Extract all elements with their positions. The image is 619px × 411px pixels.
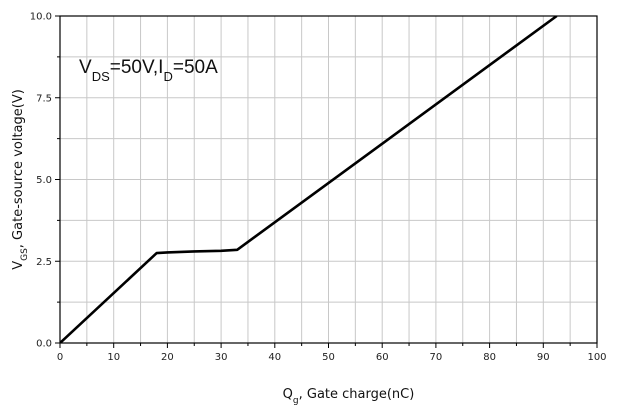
y-axis-label: VGS, Gate-source voltage(V)	[11, 89, 30, 270]
y-axis-ticks: 0.0 2.5 5.0 7.5 10.0	[30, 12, 60, 350]
x-tick-label: 70	[430, 352, 443, 363]
x-tick-label: 40	[268, 352, 281, 363]
x-tick-label: 0	[57, 352, 63, 363]
y-tick-label: 5.0	[36, 175, 52, 186]
x-axis-label: Qg, Gate charge(nC)	[283, 387, 415, 406]
x-tick-label: 30	[215, 352, 228, 363]
y-tick-label: 2.5	[36, 257, 52, 268]
x-tick-label: 60	[376, 352, 389, 363]
x-tick-label: 90	[537, 352, 550, 363]
test-conditions-annotation: VDS=50V,ID=50A	[79, 57, 218, 84]
x-axis-ticks: 0 10 20 30 40 50 60 70 80 90 100	[57, 343, 607, 363]
y-tick-label: 0.0	[36, 339, 52, 350]
x-tick-label: 20	[161, 352, 174, 363]
y-tick-label: 10.0	[30, 12, 52, 23]
x-tick-label: 100	[587, 352, 606, 363]
y-tick-label: 7.5	[36, 93, 52, 104]
x-tick-label: 80	[483, 352, 496, 363]
x-tick-label: 10	[107, 352, 120, 363]
x-tick-label: 50	[322, 352, 335, 363]
